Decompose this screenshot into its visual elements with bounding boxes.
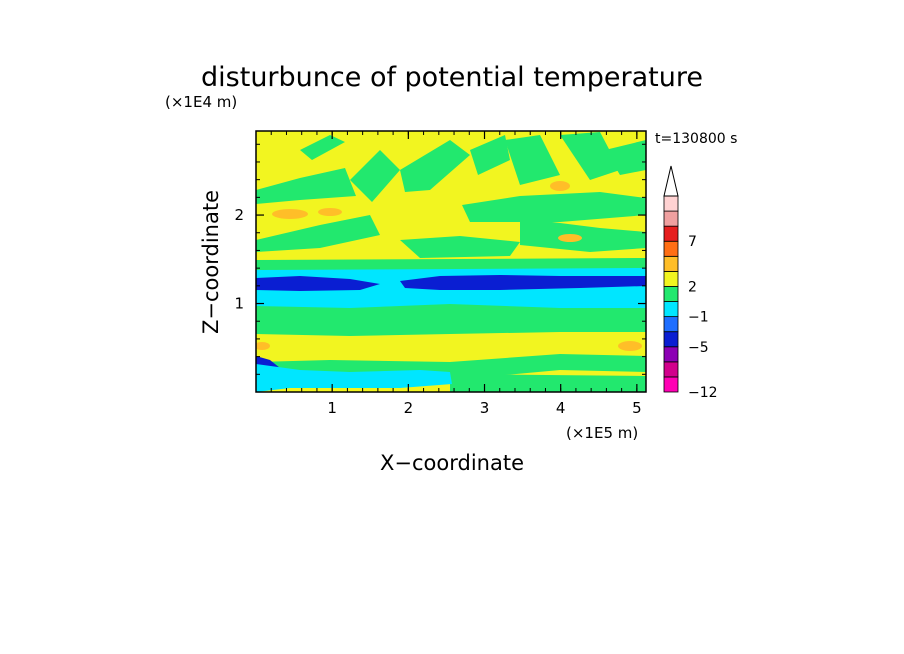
cyan-pocket [256, 364, 452, 392]
orange-spot-6 [618, 341, 642, 351]
colorbar-swatch [663, 361, 679, 378]
x-scale-label: (×1E5 m) [566, 424, 638, 442]
colorbar-swatch [663, 210, 679, 227]
streak-10 [462, 192, 646, 222]
x-axis-label: X−coordinate [380, 451, 524, 475]
colorbar-swatch [663, 286, 679, 302]
x-ticks: 1 2 3 4 5 [327, 131, 642, 417]
colorbar-swatch [663, 240, 679, 257]
orange-spot-5 [256, 342, 270, 350]
colorbar-swatch [663, 270, 679, 287]
colorbar: −12−5−127 [663, 165, 718, 401]
streak-7 [560, 132, 620, 180]
contour-field [256, 131, 646, 392]
colorbar-tick-label: −1 [688, 310, 709, 326]
streak-9 [256, 215, 380, 252]
colorbar-swatch [663, 331, 679, 348]
dark-blue-band-left [256, 276, 380, 291]
orange-spot-4 [318, 208, 342, 216]
x-tick-label: 3 [480, 399, 490, 417]
colorbar-swatch [663, 255, 679, 272]
orange-spot-3 [558, 234, 582, 242]
minor-ticks [256, 131, 646, 392]
streak-12 [400, 236, 520, 258]
x-tick-label: 1 [327, 399, 337, 417]
streak-2 [350, 150, 400, 202]
chart-title: disturbunce of potential temperature [201, 62, 703, 93]
x-tick-label: 5 [632, 399, 642, 417]
y-ticks: 12 [234, 206, 646, 313]
colorbar-tick-label: 7 [688, 234, 697, 250]
plot-frame [255, 130, 647, 393]
orange-spot-2 [550, 181, 570, 191]
colorbar-tick-label: 2 [688, 279, 697, 295]
colorbar-tick-label: −5 [688, 340, 709, 356]
streak-4 [470, 135, 510, 175]
colorbar-swatch [663, 346, 679, 363]
x-tick-label: 4 [556, 399, 566, 417]
time-label: t=130800 s [655, 131, 737, 147]
dark-blue-band-right [400, 275, 646, 290]
y-axis-label: Z−coordinate [199, 190, 223, 334]
colorbar-swatch [663, 195, 679, 212]
streak-11 [520, 218, 646, 252]
colorbar-swatch [663, 301, 679, 318]
colorbar-tick-label: −12 [688, 385, 718, 401]
streak-1 [256, 168, 356, 204]
colorbar-extend-arrow [663, 165, 679, 197]
streak-8 [605, 140, 646, 175]
orange-spot-1 [272, 209, 308, 219]
y-tick-label: 2 [234, 206, 244, 224]
streak-5 [300, 135, 345, 160]
x-tick-label: 2 [404, 399, 414, 417]
y-tick-label: 1 [234, 295, 244, 313]
streak-3 [400, 140, 470, 192]
upper-contour-streaks [256, 132, 646, 272]
colorbar-swatch [663, 376, 679, 393]
colorbar-swatch [663, 225, 679, 242]
y-scale-label: (×1E4 m) [165, 93, 237, 111]
green-band-2 [256, 304, 646, 336]
colorbar-swatch [663, 316, 679, 333]
green-band-4 [450, 374, 646, 392]
streak-6 [505, 135, 560, 185]
